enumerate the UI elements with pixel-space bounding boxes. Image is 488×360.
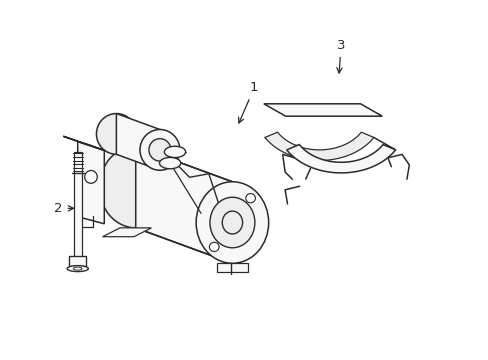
- Ellipse shape: [222, 211, 242, 234]
- Polygon shape: [286, 145, 395, 173]
- Ellipse shape: [209, 197, 254, 248]
- Polygon shape: [74, 152, 81, 258]
- Ellipse shape: [149, 139, 170, 161]
- Polygon shape: [78, 141, 104, 224]
- Polygon shape: [69, 256, 86, 266]
- Polygon shape: [264, 104, 382, 116]
- Ellipse shape: [209, 242, 219, 252]
- Ellipse shape: [159, 157, 181, 169]
- Ellipse shape: [96, 113, 136, 154]
- Ellipse shape: [196, 182, 268, 263]
- Ellipse shape: [99, 146, 172, 228]
- Polygon shape: [136, 146, 232, 263]
- Text: 3: 3: [336, 39, 345, 73]
- Text: 2: 2: [54, 202, 73, 215]
- Polygon shape: [264, 132, 373, 161]
- Polygon shape: [216, 263, 247, 272]
- Text: 1: 1: [238, 81, 258, 123]
- Polygon shape: [102, 228, 151, 237]
- Ellipse shape: [84, 171, 97, 183]
- Ellipse shape: [140, 130, 180, 170]
- Ellipse shape: [164, 146, 185, 158]
- Ellipse shape: [67, 266, 88, 271]
- Ellipse shape: [73, 267, 82, 270]
- Polygon shape: [63, 136, 104, 150]
- Ellipse shape: [245, 194, 255, 203]
- Polygon shape: [116, 113, 160, 170]
